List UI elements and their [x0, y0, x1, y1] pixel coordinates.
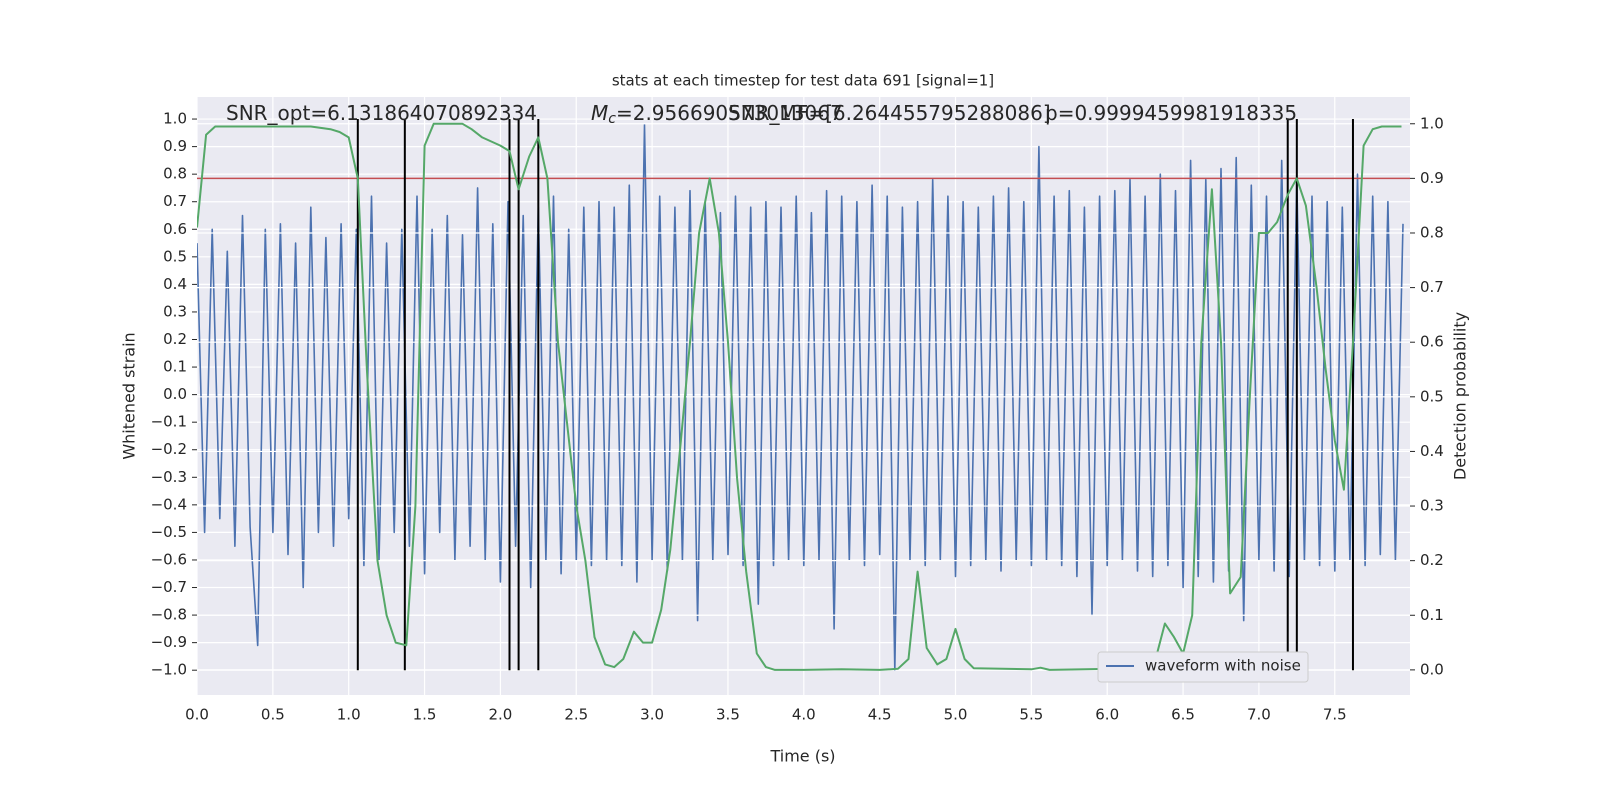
x-tick-label: 1.5 [413, 706, 437, 724]
y-tick-label: 0.0 [163, 385, 187, 403]
y2-axis-label: Detection probability [1451, 312, 1470, 480]
series-line [197, 123, 1404, 671]
annotation: p=0.9999459981918335 [1045, 101, 1297, 125]
y-tick-label: 0.2 [163, 330, 187, 348]
x-tick-label: 7.0 [1247, 706, 1271, 724]
legend-box [1097, 651, 1309, 683]
annotation-text: p=0.9999459981918335 [1045, 101, 1297, 125]
y-tick-label: 0.5 [163, 247, 187, 265]
annotation: Mc=2.956690573013067 [591, 101, 843, 128]
y-axis-label: Whitened strain [120, 332, 139, 459]
x-tick-label: 6.0 [1095, 706, 1119, 724]
chart-title: stats at each timestep for test data 691… [612, 72, 994, 90]
y-tick-label: −0.1 [151, 413, 187, 431]
x-axis-label: Time (s) [769, 747, 835, 766]
y2-tick-label: 0.3 [1420, 497, 1444, 515]
y2-tick-label: 0.9 [1420, 169, 1444, 187]
y-tick-label: 0.1 [163, 358, 187, 376]
x-tick-label: 5.0 [944, 706, 968, 724]
y-tick-label: 0.3 [163, 302, 187, 320]
y-tick-label: 0.9 [163, 137, 187, 155]
annotation-text: =2.956690573013067 [616, 101, 843, 125]
annotation-symbol: M [591, 101, 608, 125]
y2-tick-label: 0.6 [1420, 333, 1444, 351]
y-tick-label: −0.5 [151, 523, 187, 541]
x-tick-label: 3.5 [716, 706, 740, 724]
annotation-subscript: c [608, 111, 616, 127]
x-tick-label: 4.5 [868, 706, 892, 724]
x-tick-label: 0.5 [261, 706, 285, 724]
y-tick-label: −0.8 [151, 606, 187, 624]
series-line [197, 122, 1402, 671]
y2-tick-label: 0.2 [1420, 551, 1444, 569]
y-tick-label: −0.9 [151, 633, 187, 651]
y-tick-label: 0.7 [163, 192, 187, 210]
y-tick-label: −0.3 [151, 468, 187, 486]
y-tick-label: 1.0 [163, 110, 187, 128]
annotation-text: SNR_MF=[6.264455795288086] [728, 101, 1051, 125]
y2-tick-label: 0.4 [1420, 442, 1444, 460]
annotation: SNR_MF=[6.264455795288086] [728, 101, 1051, 125]
y2-tick-label: 0.1 [1420, 606, 1444, 624]
y-tick-label: −0.7 [151, 578, 187, 596]
y2-tick-label: 0.0 [1420, 660, 1444, 678]
legend-label: waveform with noise [1145, 657, 1301, 675]
x-tick-label: 7.5 [1323, 706, 1347, 724]
x-tick-label: 2.5 [564, 706, 588, 724]
x-tick-label: 2.0 [488, 706, 512, 724]
annotation: SNR_opt=6.131864070892334 [226, 101, 537, 125]
y-tick-label: −0.6 [151, 550, 187, 568]
x-tick-label: 1.0 [337, 706, 361, 724]
y-tick-label: −1.0 [151, 661, 187, 679]
y-tick-label: 0.8 [163, 165, 187, 183]
x-tick-label: 3.0 [640, 706, 664, 724]
y-tick-label: −0.2 [151, 440, 187, 458]
y-tick-label: −0.4 [151, 495, 187, 513]
y2-tick-label: 0.7 [1420, 278, 1444, 296]
y2-tick-label: 0.8 [1420, 223, 1444, 241]
y2-tick-label: 1.0 [1420, 114, 1444, 132]
x-tick-label: 4.0 [792, 706, 816, 724]
y-tick-label: 0.4 [163, 275, 187, 293]
x-tick-label: 5.5 [1019, 706, 1043, 724]
y-tick-label: 0.6 [163, 220, 187, 238]
x-tick-label: 6.5 [1171, 706, 1195, 724]
annotation-text: SNR_opt=6.131864070892334 [226, 101, 537, 125]
y2-tick-label: 0.5 [1420, 387, 1444, 405]
x-tick-label: 0.0 [185, 706, 209, 724]
